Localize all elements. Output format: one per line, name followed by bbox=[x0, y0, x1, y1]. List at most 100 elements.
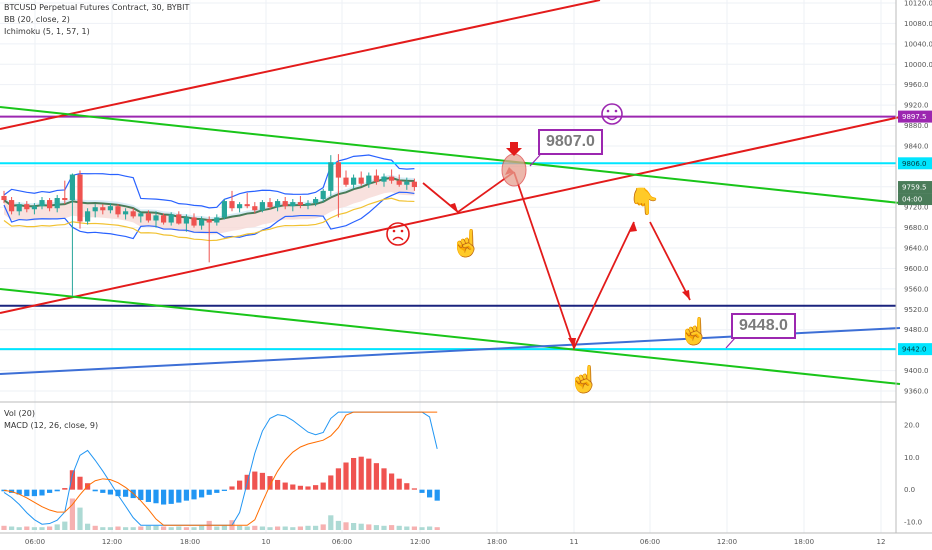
macd-histogram-bar bbox=[381, 468, 387, 490]
candle-body bbox=[404, 181, 410, 185]
volume-bar bbox=[335, 520, 341, 530]
macd-histogram-bar bbox=[305, 486, 311, 490]
candle-body bbox=[24, 204, 30, 210]
candle-body bbox=[138, 213, 144, 217]
volume-bar bbox=[115, 526, 121, 530]
volume-bars bbox=[1, 498, 440, 530]
symbol-title[interactable]: BTCUSD Perpetual Futures Contract, 30, B… bbox=[4, 3, 190, 12]
macd-histogram-bar bbox=[69, 470, 75, 490]
macd-histogram-bar bbox=[396, 478, 402, 490]
price-tick-label: 9400.0 bbox=[904, 367, 929, 375]
volume-bar bbox=[145, 525, 151, 530]
macd-tick-label: -10.0 bbox=[904, 519, 922, 527]
candle-body bbox=[328, 162, 334, 191]
volume-bar bbox=[389, 525, 395, 530]
volume-bar bbox=[16, 527, 22, 530]
volume-bar bbox=[107, 527, 113, 530]
candle-body bbox=[100, 207, 106, 211]
candle-body bbox=[191, 217, 197, 226]
candle-body bbox=[206, 219, 212, 223]
trendline-red-lower[interactable] bbox=[0, 116, 901, 314]
macd-histogram-bar bbox=[145, 489, 151, 502]
macd-histogram-bar bbox=[419, 489, 425, 493]
candle-body bbox=[313, 199, 319, 204]
volume-bar bbox=[252, 525, 258, 530]
time-tick-label: 12 bbox=[877, 538, 886, 546]
price-tag-label: 9442.0 bbox=[902, 346, 927, 354]
candle-body bbox=[366, 175, 372, 184]
price-tag-box bbox=[898, 343, 932, 356]
time-axis[interactable]: 06:00 12:00 18:00 10 06:00 12:00 18:00 11 06:00 1… bbox=[25, 538, 886, 546]
macd-histogram-bar bbox=[221, 489, 227, 491]
macd-histogram-bar bbox=[100, 489, 106, 493]
price-axis-tags: 9897.5 9806.0 9759.5 04:00 9442.0 bbox=[898, 110, 932, 356]
candle-body bbox=[373, 175, 379, 182]
price-tick-label: 9960.0 bbox=[904, 81, 929, 89]
volume-bar bbox=[191, 527, 197, 530]
volume-bar bbox=[54, 524, 60, 530]
price-tag-label: 9759.5 bbox=[902, 184, 927, 192]
macd-axis[interactable]: 20.0 10.0 0.0 -10.0 bbox=[904, 422, 922, 527]
volume-bar bbox=[69, 498, 75, 530]
price-tick-label: 10080.0 bbox=[904, 20, 932, 28]
price-tick-label: 9480.0 bbox=[904, 326, 929, 334]
candle-body bbox=[244, 204, 250, 207]
volume-bar bbox=[297, 526, 303, 530]
time-tick-label: 06:00 bbox=[25, 538, 45, 546]
macd-histogram-bar bbox=[290, 484, 296, 490]
macd-signal-line bbox=[3, 411, 438, 526]
price-tag-label: 04:00 bbox=[902, 196, 922, 204]
volume-bar bbox=[100, 527, 106, 530]
candle-body bbox=[115, 206, 121, 215]
macd-histogram-bar bbox=[229, 486, 235, 490]
volume-bar bbox=[396, 525, 402, 530]
time-tick-label: 18:00 bbox=[794, 538, 814, 546]
macd-histogram-bar bbox=[199, 489, 205, 498]
candle-body bbox=[275, 201, 281, 208]
volume-bar bbox=[153, 525, 159, 530]
macd-histogram-bar bbox=[259, 472, 265, 490]
hand-pointer-up-purple-icon: ☝ bbox=[568, 363, 600, 395]
price-tick-label: 10000.0 bbox=[904, 61, 932, 69]
volume-bar bbox=[366, 524, 372, 530]
candle-body bbox=[199, 219, 205, 226]
macd-histogram-bar bbox=[282, 482, 288, 490]
volume-bar bbox=[427, 526, 433, 530]
callout-high-price[interactable]: 9807.0 bbox=[538, 129, 603, 155]
candle-body bbox=[161, 215, 167, 223]
macd-histogram-bar bbox=[47, 489, 53, 493]
volume-bar bbox=[404, 526, 410, 530]
volume-bar bbox=[47, 526, 53, 530]
volume-bar bbox=[358, 523, 364, 530]
candle-body bbox=[381, 176, 387, 182]
volume-bar bbox=[282, 526, 288, 530]
callout-leader-low bbox=[725, 337, 736, 349]
time-tick-label: 11 bbox=[570, 538, 579, 546]
down-arrow-marker bbox=[506, 142, 522, 156]
candle-body bbox=[221, 201, 227, 218]
volume-bar bbox=[138, 526, 144, 530]
candle-body bbox=[259, 202, 265, 211]
macd-tick-label: 0.0 bbox=[904, 486, 915, 494]
volume-bar bbox=[434, 527, 440, 530]
ichimoku-legend[interactable]: Ichimoku (5, 1, 57, 1) bbox=[4, 27, 90, 36]
volume-bar bbox=[168, 527, 174, 530]
candle-body bbox=[335, 162, 341, 178]
trendline-green-upper[interactable] bbox=[0, 106, 901, 204]
volume-legend[interactable]: Vol (20) bbox=[4, 409, 35, 418]
macd-histogram-bar bbox=[366, 458, 372, 490]
macd-histogram-bar bbox=[153, 489, 159, 504]
trendline-green-lower[interactable] bbox=[0, 288, 901, 385]
volume-bar bbox=[85, 523, 91, 530]
trendline-red-upper[interactable] bbox=[0, 0, 601, 130]
callout-low-price[interactable]: 9448.0 bbox=[731, 313, 796, 339]
macd-histogram-bar bbox=[107, 489, 113, 495]
candle-body bbox=[123, 211, 129, 215]
candle-body bbox=[351, 177, 357, 185]
macd-legend[interactable]: MACD (12, 26, close, 9) bbox=[4, 421, 99, 430]
bollinger-legend[interactable]: BB (20, close, 2) bbox=[4, 15, 70, 24]
volume-bar bbox=[259, 526, 265, 530]
volume-bar bbox=[130, 527, 136, 530]
price-tick-label: 9720.0 bbox=[904, 204, 929, 212]
